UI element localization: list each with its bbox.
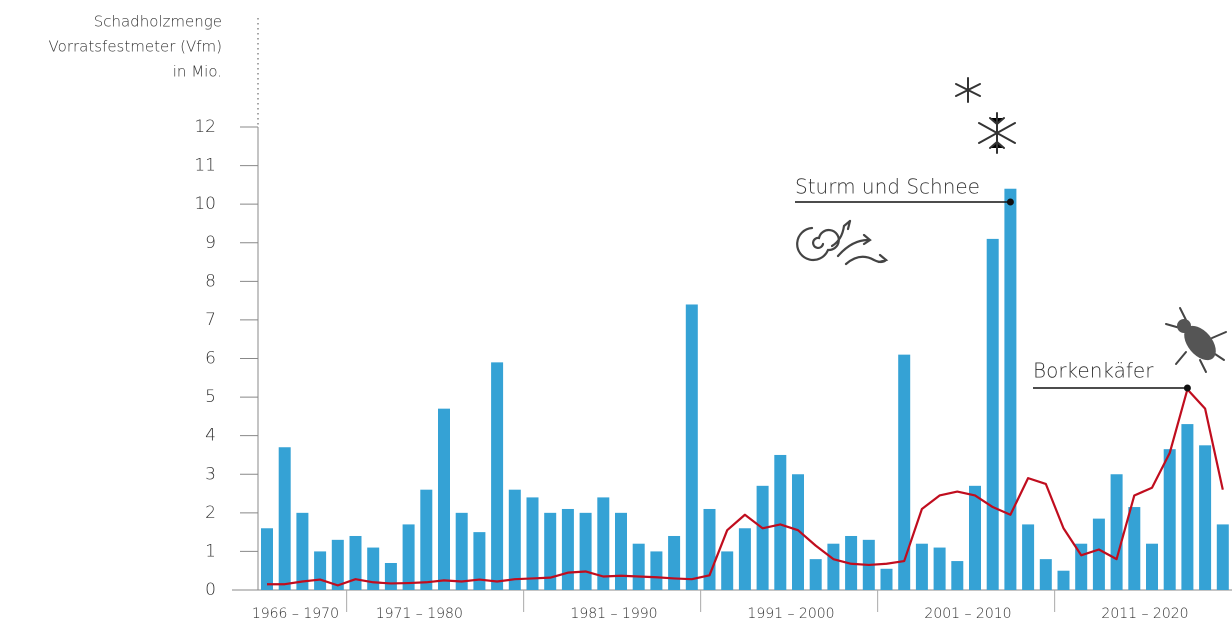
y-axis-label: in Mio.	[173, 63, 222, 81]
bar	[314, 551, 327, 590]
bar	[1128, 507, 1141, 590]
bar	[1163, 449, 1176, 590]
bar	[1146, 543, 1158, 590]
bar	[367, 547, 380, 590]
bar	[615, 512, 627, 590]
bar	[438, 408, 450, 590]
trend-line	[267, 388, 1224, 587]
bar	[1057, 570, 1070, 590]
x-tick-label: 2001 – 2010	[924, 606, 1011, 622]
y-tick-label: 0	[205, 580, 216, 600]
bar	[1110, 474, 1123, 590]
bar	[1004, 188, 1017, 590]
snowflake-icon	[955, 77, 1016, 154]
bar	[792, 474, 804, 590]
annotation-dot	[1006, 198, 1014, 206]
bar	[1216, 524, 1229, 590]
y-tick-label: 8	[205, 271, 216, 291]
bar	[756, 485, 769, 590]
bar	[261, 528, 273, 590]
x-tick-label: 1966 – 1970	[252, 606, 339, 622]
y-tick-label: 6	[205, 349, 216, 369]
bar	[561, 508, 574, 590]
bar	[331, 539, 344, 590]
bar	[721, 551, 734, 590]
bar	[296, 512, 309, 590]
y-tick-label: 11	[194, 156, 216, 176]
y-tick-label: 2	[205, 503, 216, 523]
bar	[933, 547, 946, 590]
y-tick-label: 5	[205, 387, 216, 407]
bar	[986, 238, 999, 590]
y-tick-label: 3	[205, 464, 216, 484]
bar	[809, 559, 822, 590]
bar	[915, 543, 928, 590]
x-tick-label: 1991 – 2000	[747, 606, 834, 622]
x-tick-label: 1971 – 1980	[376, 606, 463, 622]
y-tick-label: 1	[205, 541, 216, 561]
bar	[1181, 424, 1194, 590]
y-axis-label: Vorratsfestmeter (Vfm)	[49, 38, 222, 56]
bar	[827, 543, 840, 590]
bar	[880, 568, 893, 590]
bar	[597, 497, 610, 590]
bar	[420, 489, 433, 590]
bar	[508, 489, 521, 590]
wind-icon	[796, 219, 889, 266]
y-tick-label: 10	[194, 194, 216, 214]
bar	[951, 561, 964, 590]
bar	[685, 304, 698, 590]
bar	[526, 497, 539, 590]
y-tick-label: 7	[205, 310, 216, 330]
annotation: Sturm und Schnee	[795, 175, 980, 199]
bar	[774, 454, 787, 590]
bar	[969, 485, 981, 590]
y-tick-label: 4	[205, 426, 216, 446]
y-axis-label: Schadholzmenge	[94, 13, 222, 31]
bar	[349, 535, 362, 590]
bar	[579, 512, 592, 590]
bar	[632, 543, 645, 590]
y-tick-label: 9	[205, 233, 216, 253]
annotation-dot	[1183, 384, 1191, 392]
beetle-icon	[1165, 307, 1227, 373]
bar	[738, 528, 751, 590]
bar	[1022, 524, 1035, 590]
bar	[384, 562, 397, 590]
bar	[1039, 559, 1052, 590]
x-tick-label: 2011 – 2020	[1101, 606, 1188, 622]
bar	[650, 551, 663, 590]
bar	[1199, 445, 1212, 590]
bar	[455, 512, 468, 590]
y-tick-label: 12	[194, 117, 216, 137]
bar	[473, 532, 486, 590]
bar	[703, 508, 716, 590]
bar	[1092, 518, 1105, 590]
bar	[402, 524, 415, 590]
bar	[278, 447, 291, 590]
bar	[544, 512, 557, 590]
annotation: Borkenkäfer	[1033, 359, 1154, 383]
x-tick-label: 1981 – 1990	[570, 606, 657, 622]
bar	[898, 354, 911, 590]
bar	[491, 362, 504, 590]
bar	[668, 535, 681, 590]
